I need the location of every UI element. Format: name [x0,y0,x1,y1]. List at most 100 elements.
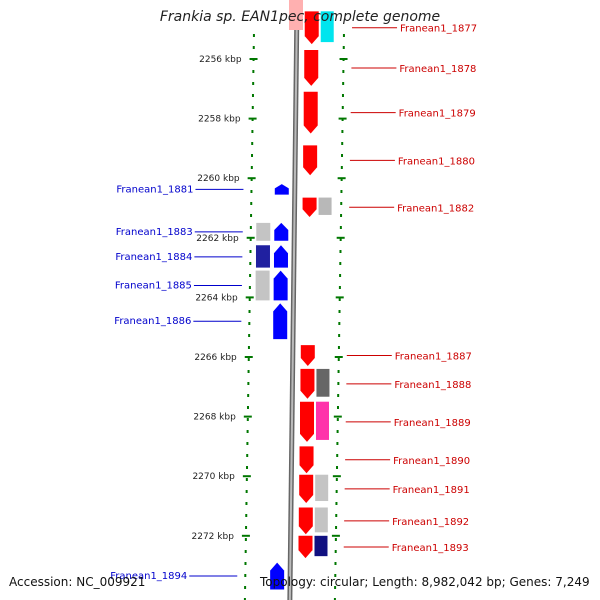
ring-dot-left [251,106,254,109]
ring-dot-left [246,442,249,445]
gene-partner-Franean1_1893 [314,535,328,557]
ring-dot-left [247,370,250,373]
gene-arrow-Franean1_1893 [298,535,313,559]
ring-dot-right [341,142,344,145]
gene-arrow-Franean1_1877 [304,11,319,45]
ring-dot-left [246,466,249,469]
ring-dot-right [334,574,337,577]
gene-arrow-Franean1_1883 [274,222,289,241]
gene-label-Franean1_1877: Franean1_1877 [400,24,477,35]
gene-label-Franean1_1892: Franean1_1892 [392,517,469,528]
ruler-label: 2262 kbp [196,234,239,244]
ruler-label: 2266 kbp [194,353,237,363]
ring-dot-left [245,514,248,517]
gene-arrow-Franean1_1879 [303,91,318,134]
ruler-label: 2268 kbp [193,413,236,423]
ring-dot-right [340,166,343,169]
ring-dot-left [246,454,249,457]
ring-dot-left [251,142,254,145]
gene-label-Franean1_1883: Franean1_1883 [116,227,193,238]
ring-dot-right [337,358,340,361]
ring-dot-right [335,514,338,517]
ring-dot-left [246,418,249,421]
ring-dot-left [248,298,251,301]
ring-dot-left [244,562,247,565]
ring-dot-right [334,562,337,565]
gene-arrow-Franean1_1885 [273,270,288,301]
ring-dot-left [250,178,253,181]
ruler-label: 2258 kbp [198,115,241,125]
gene-label-Franean1_1884: Franean1_1884 [115,252,192,263]
ring-dot-left [244,586,247,589]
gene-arrow-Franean1_1878 [304,50,319,86]
ring-dot-right [340,178,343,181]
ring-dot-right [338,286,341,289]
ring-dot-left [251,94,254,97]
backbone-top-segment [289,0,303,30]
gene-label-Franean1_1880: Franean1_1880 [398,156,475,167]
ring-dot-left [248,286,251,289]
gene-partner-Franean1_1891 [315,474,329,502]
ring-dot-left [249,250,252,253]
gene-arrow-Franean1_1887 [300,345,315,366]
gene-arrow-Franean1_1886 [273,303,288,340]
gene-label-Franean1_1879: Franean1_1879 [399,109,476,120]
gene-arrow-Franean1_1890 [299,446,314,474]
gene-label-Franean1_1893: Franean1_1893 [392,543,469,554]
backbone-highlight [288,4,298,600]
gene-partner-Franean1_1883 [256,222,271,241]
ring-dot-right [339,274,342,277]
gene-arrow-Franean1_1892 [298,507,313,535]
ring-dot-right [339,226,342,229]
gene-arrow-Franean1_1888 [300,368,315,399]
ring-dot-left [248,310,251,313]
gene-partner-Franean1_1888 [316,368,330,397]
ring-dot-right [342,34,345,37]
ring-dot-right [335,526,338,529]
ring-dot-right [335,478,338,481]
ring-dot-left [252,34,255,37]
ruler-label: 2272 kbp [192,532,235,542]
ring-dot-left [246,406,249,409]
ring-dot-left [244,574,247,577]
gene-arrow-Franean1_1882 [302,197,317,217]
ring-dot-left [251,130,254,133]
ring-dot-left [248,334,251,337]
gene-partner-Franean1_1877 [320,11,334,43]
gene-label-Franean1_1887: Franean1_1887 [395,352,472,363]
ring-dot-right [342,70,345,73]
genome-summary: Topology: circular; Length: 8,982,042 bp… [260,575,590,589]
ring-dot-right [339,250,342,253]
ring-dot-left [250,166,253,169]
ruler-label: 2270 kbp [192,472,235,482]
ring-dot-right [339,238,342,241]
ruler-label: 2256 kbp [199,55,242,65]
ring-dot-right [338,298,341,301]
ring-dot-left [247,346,250,349]
ring-dot-left [247,382,250,385]
ring-dot-left [249,238,252,241]
ruler-label: 2260 kbp [197,174,240,184]
ring-dot-left [250,214,253,217]
gene-arrow-Franean1_1894 [270,562,285,590]
ruler-label: 2264 kbp [195,293,238,303]
ring-dot-left [245,526,248,529]
ring-dot-right [342,46,345,49]
gene-label-Franean1_1885: Franean1_1885 [115,280,192,291]
gene-arrow-Franean1_1889 [299,401,314,442]
gene-label-Franean1_1878: Franean1_1878 [399,64,476,75]
ring-dot-right [338,334,341,337]
ring-dot-right [335,490,338,493]
ring-dot-right [337,394,340,397]
ring-dot-right [336,454,339,457]
ring-dot-left [244,550,247,553]
gene-partner-Franean1_1884 [255,245,270,268]
ring-dot-right [337,370,340,373]
gene-label-Franean1_1894: Franean1_1894 [110,571,187,582]
ring-dot-right [337,382,340,385]
ring-dot-right [341,130,344,133]
gene-arrow-Franean1_1881 [274,184,289,195]
ring-dot-left [245,478,248,481]
ring-dot-right [336,430,339,433]
